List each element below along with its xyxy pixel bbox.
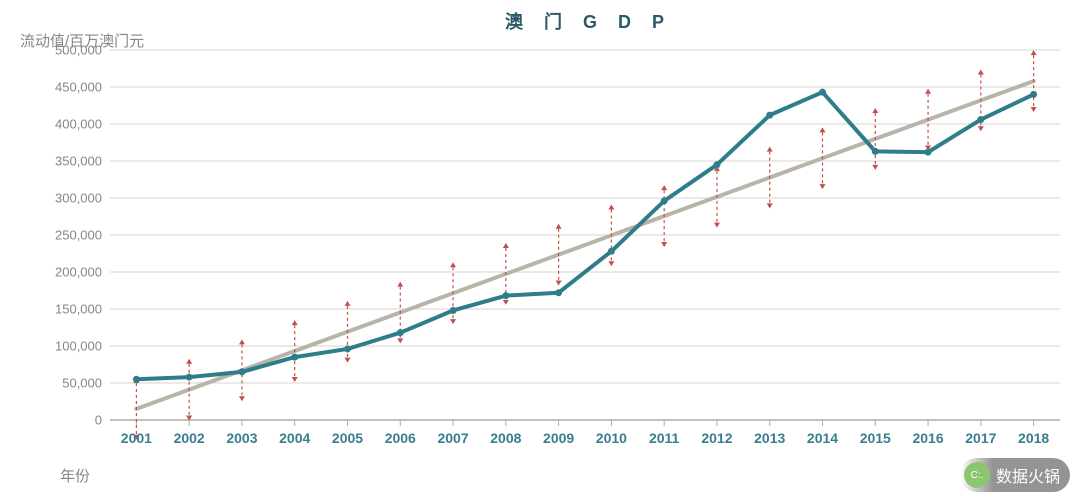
xtick-label: 2004 — [279, 430, 310, 446]
watermark-text: 数据火锅 — [996, 463, 1060, 487]
ytick-label: 300,000 — [55, 191, 102, 206]
ytick-label: 50,000 — [62, 376, 102, 391]
chart-container: 澳 门 G D P 流动值/百万澳门元 年份 C:. 数据火锅 050,0001… — [0, 0, 1080, 502]
ytick-label: 0 — [95, 413, 102, 428]
ytick-label: 200,000 — [55, 265, 102, 280]
xtick-label: 2011 — [649, 430, 679, 446]
ytick-label: 250,000 — [55, 228, 102, 243]
ytick-label: 100,000 — [55, 339, 102, 354]
xtick-label: 2012 — [701, 430, 732, 446]
wechat-icon: C:. — [964, 462, 990, 488]
ytick-label: 350,000 — [55, 154, 102, 169]
ytick-label: 400,000 — [55, 117, 102, 132]
xtick-label: 2009 — [543, 430, 574, 446]
xtick-label: 2015 — [860, 430, 891, 446]
ytick-label: 450,000 — [55, 80, 102, 95]
xtick-label: 2003 — [226, 430, 257, 446]
xtick-label: 2005 — [332, 430, 363, 446]
xtick-label: 2007 — [437, 430, 468, 446]
xtick-label: 2010 — [596, 430, 627, 446]
xtick-label: 2017 — [965, 430, 996, 446]
xtick-label: 2008 — [490, 430, 521, 446]
watermark: C:. 数据火锅 — [960, 458, 1070, 492]
xtick-label: 2001 — [121, 430, 152, 446]
chart-svg — [0, 0, 1080, 502]
ytick-label: 500,000 — [55, 43, 102, 58]
xtick-label: 2002 — [174, 430, 205, 446]
xtick-label: 2014 — [807, 430, 838, 446]
xtick-label: 2018 — [1018, 430, 1049, 446]
xtick-label: 2013 — [754, 430, 785, 446]
ytick-label: 150,000 — [55, 302, 102, 317]
xtick-label: 2016 — [912, 430, 943, 446]
xtick-label: 2006 — [385, 430, 416, 446]
